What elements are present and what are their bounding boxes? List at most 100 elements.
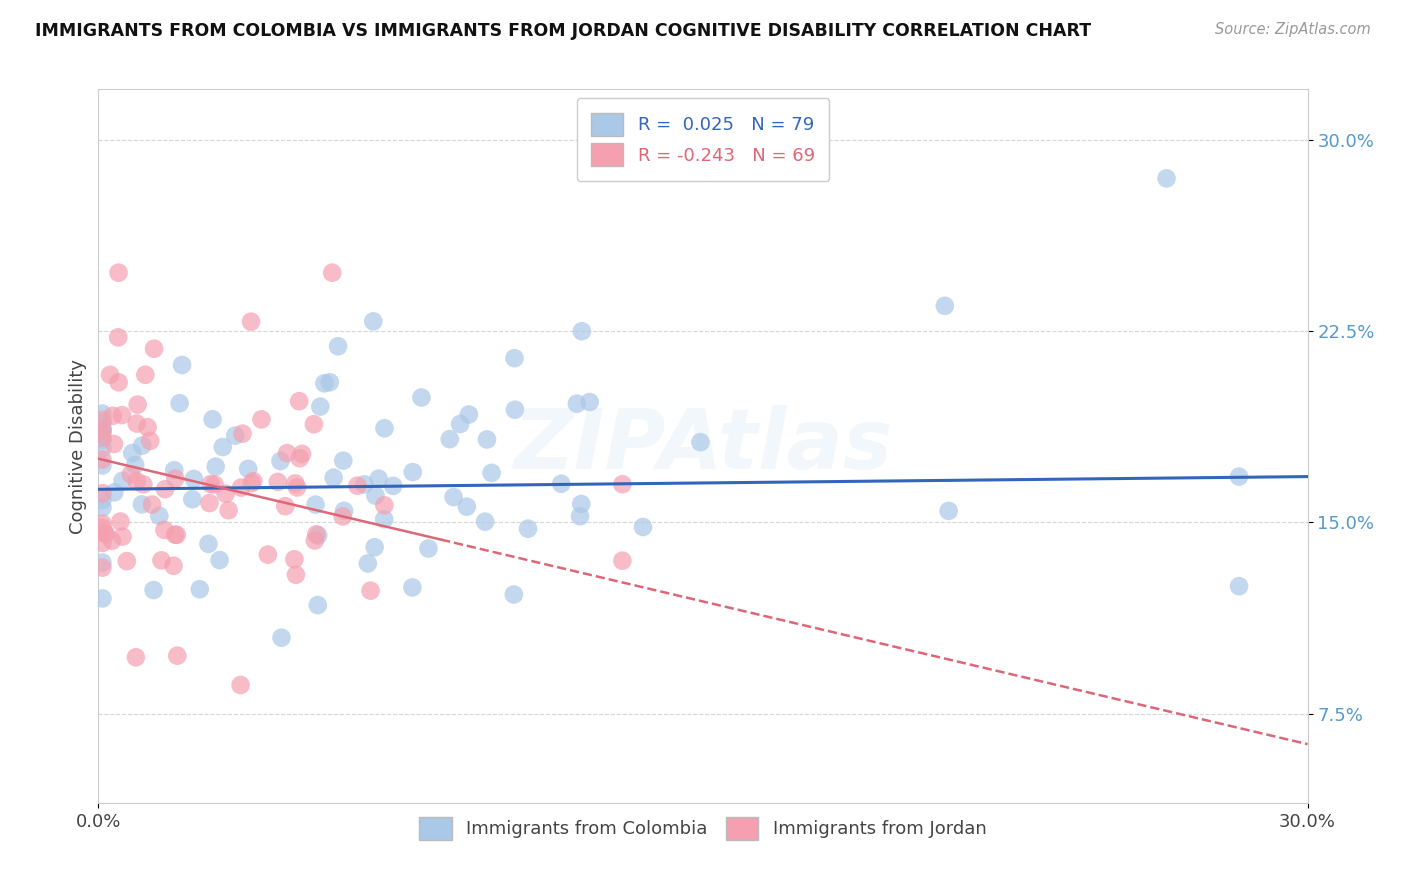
Point xyxy=(131,439,153,453)
Point xyxy=(94,526,117,541)
Point xyxy=(565,397,588,411)
Point xyxy=(91,426,114,441)
Point xyxy=(240,476,263,491)
Point xyxy=(169,396,191,410)
Point xyxy=(364,489,387,503)
Point xyxy=(569,509,592,524)
Point xyxy=(201,412,224,426)
Point xyxy=(94,526,117,541)
Point xyxy=(142,583,165,598)
Point xyxy=(307,598,329,612)
Point xyxy=(363,314,385,328)
Point xyxy=(578,395,600,409)
Point xyxy=(302,417,325,432)
Point xyxy=(411,391,433,405)
Point xyxy=(91,441,114,455)
Point xyxy=(150,553,173,567)
Point xyxy=(938,504,960,518)
Point xyxy=(165,527,187,541)
Point xyxy=(274,499,297,513)
Point xyxy=(153,482,176,496)
Point xyxy=(367,472,389,486)
Point xyxy=(162,558,184,573)
Point xyxy=(91,407,114,421)
Point xyxy=(188,582,211,597)
Point xyxy=(456,500,478,514)
Point xyxy=(326,339,349,353)
Text: IMMIGRANTS FROM COLOMBIA VS IMMIGRANTS FROM JORDAN COGNITIVE DISABILITY CORRELAT: IMMIGRANTS FROM COLOMBIA VS IMMIGRANTS F… xyxy=(35,22,1091,40)
Point xyxy=(103,485,125,500)
Point xyxy=(314,376,336,391)
Y-axis label: Cognitive Disability: Cognitive Disability xyxy=(69,359,87,533)
Point xyxy=(288,394,311,409)
Point xyxy=(307,528,329,542)
Point xyxy=(319,376,342,390)
Point xyxy=(148,508,170,523)
Point xyxy=(1156,171,1178,186)
Point xyxy=(91,422,114,436)
Point xyxy=(107,266,129,280)
Point xyxy=(257,548,280,562)
Point xyxy=(121,446,143,460)
Point xyxy=(360,583,382,598)
Point xyxy=(111,530,134,544)
Point xyxy=(346,478,368,492)
Point xyxy=(288,451,311,466)
Point xyxy=(111,408,134,422)
Point xyxy=(91,423,114,437)
Point xyxy=(1227,469,1250,483)
Point xyxy=(373,512,395,526)
Point xyxy=(132,477,155,491)
Point xyxy=(200,477,222,491)
Point xyxy=(98,368,121,382)
Point xyxy=(232,426,254,441)
Point xyxy=(309,400,332,414)
Point xyxy=(322,471,344,485)
Point xyxy=(418,541,440,556)
Point xyxy=(91,536,114,550)
Point xyxy=(285,480,308,494)
Point xyxy=(101,409,124,423)
Point xyxy=(124,458,146,472)
Point xyxy=(224,428,246,442)
Point xyxy=(91,452,114,467)
Point xyxy=(550,476,572,491)
Point xyxy=(612,477,634,491)
Point xyxy=(321,266,343,280)
Point xyxy=(131,498,153,512)
Point xyxy=(503,402,526,417)
Point xyxy=(211,440,233,454)
Point xyxy=(170,358,193,372)
Point xyxy=(240,315,263,329)
Point xyxy=(197,537,219,551)
Point xyxy=(457,408,479,422)
Point xyxy=(242,474,264,488)
Point xyxy=(139,434,162,448)
Point xyxy=(353,477,375,491)
Point xyxy=(402,465,425,479)
Point xyxy=(107,330,129,344)
Point xyxy=(208,553,231,567)
Point xyxy=(612,554,634,568)
Point xyxy=(689,435,711,450)
Point xyxy=(91,458,114,473)
Point xyxy=(153,523,176,537)
Point xyxy=(215,486,238,500)
Point xyxy=(357,557,380,571)
Point xyxy=(401,581,423,595)
Point xyxy=(284,567,307,582)
Point xyxy=(1227,579,1250,593)
Point xyxy=(110,515,132,529)
Point xyxy=(631,520,654,534)
Point xyxy=(91,516,114,531)
Point xyxy=(125,650,148,665)
Point xyxy=(382,479,405,493)
Point xyxy=(127,398,149,412)
Point xyxy=(267,475,290,489)
Point xyxy=(91,520,114,534)
Text: Source: ZipAtlas.com: Source: ZipAtlas.com xyxy=(1215,22,1371,37)
Point xyxy=(120,467,142,482)
Point xyxy=(163,463,186,477)
Point xyxy=(481,466,503,480)
Point xyxy=(373,498,395,512)
